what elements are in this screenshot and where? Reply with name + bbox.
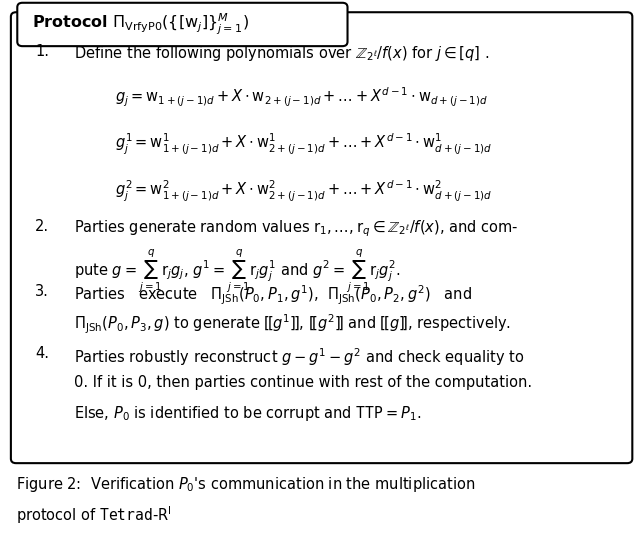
Text: $\mathbf{Protocol}$ $\Pi_{\mathsf{VrfyP0}}(\{[\mathsf{w}_j]\}_{j=1}^{M})$: $\mathbf{Protocol}$ $\Pi_{\mathsf{VrfyP0… — [32, 12, 249, 37]
Text: Parties generate random values $\mathsf{r}_1,\ldots,\mathsf{r}_q\in\mathbb{Z}_{2: Parties generate random values $\mathsf{… — [74, 219, 518, 239]
Text: $g_j^2 = \mathsf{w}^2_{1+(j-1)d} + X\cdot\mathsf{w}^2_{2+(j-1)d} + \ldots + X^{d: $g_j^2 = \mathsf{w}^2_{1+(j-1)d} + X\cdo… — [115, 178, 492, 203]
FancyBboxPatch shape — [17, 3, 348, 46]
Text: 4.: 4. — [35, 346, 49, 361]
Text: $\Pi_{\mathsf{JSh}}(P_0,P_3,g)$ to generate $[\![g^1]\!]$, $[\![g^2]\!]$ and $[\: $\Pi_{\mathsf{JSh}}(P_0,P_3,g)$ to gener… — [74, 313, 511, 336]
FancyBboxPatch shape — [26, 11, 339, 19]
Text: $g_j^1 = \mathsf{w}^1_{1+(j-1)d} + X\cdot\mathsf{w}^1_{2+(j-1)d} + \ldots + X^{d: $g_j^1 = \mathsf{w}^1_{1+(j-1)d} + X\cdo… — [115, 132, 492, 157]
Text: Parties   execute   $\Pi_{\mathsf{JSh}}(P_0,P_1,g^1)$,  $\Pi_{\mathsf{JSh}}(P_0,: Parties execute $\Pi_{\mathsf{JSh}}(P_0,… — [74, 284, 472, 307]
Text: pute $g = \sum_{j=1}^{q}\mathsf{r}_j g_j$, $g^1 = \sum_{j=1}^{q}\mathsf{r}_j g_j: pute $g = \sum_{j=1}^{q}\mathsf{r}_j g_j… — [74, 247, 401, 295]
Text: Define the following polynomials over $\mathbb{Z}_{2^\ell}/f(x)$ for $j\in[q]$ .: Define the following polynomials over $\… — [74, 44, 489, 63]
Text: $g_j = \mathsf{w}_{1+(j-1)d} + X\cdot\mathsf{w}_{2+(j-1)d} + \ldots + X^{d-1}\cd: $g_j = \mathsf{w}_{1+(j-1)d} + X\cdot\ma… — [115, 86, 488, 110]
Text: 3.: 3. — [35, 284, 49, 299]
Text: Parties robustly reconstruct $g - g^1 - g^2$ and check equality to: Parties robustly reconstruct $g - g^1 - … — [74, 346, 524, 368]
Text: Else, $P_0$ is identified to be corrupt and $\mathtt{TTP} = P_1$.: Else, $P_0$ is identified to be corrupt … — [74, 404, 420, 423]
Text: protocol of $\mathtt{Tetrad}$-R$^\mathrm{I}$: protocol of $\mathtt{Tetrad}$-R$^\mathrm… — [16, 504, 172, 526]
Text: 1.: 1. — [35, 44, 49, 59]
Text: 0. If it is 0, then parties continue with rest of the computation.: 0. If it is 0, then parties continue wit… — [74, 375, 532, 390]
FancyBboxPatch shape — [11, 12, 632, 463]
Text: Figure 2:  Verification $P_0$'s communication in the multiplication: Figure 2: Verification $P_0$'s communica… — [16, 475, 476, 494]
Text: 2.: 2. — [35, 219, 49, 234]
